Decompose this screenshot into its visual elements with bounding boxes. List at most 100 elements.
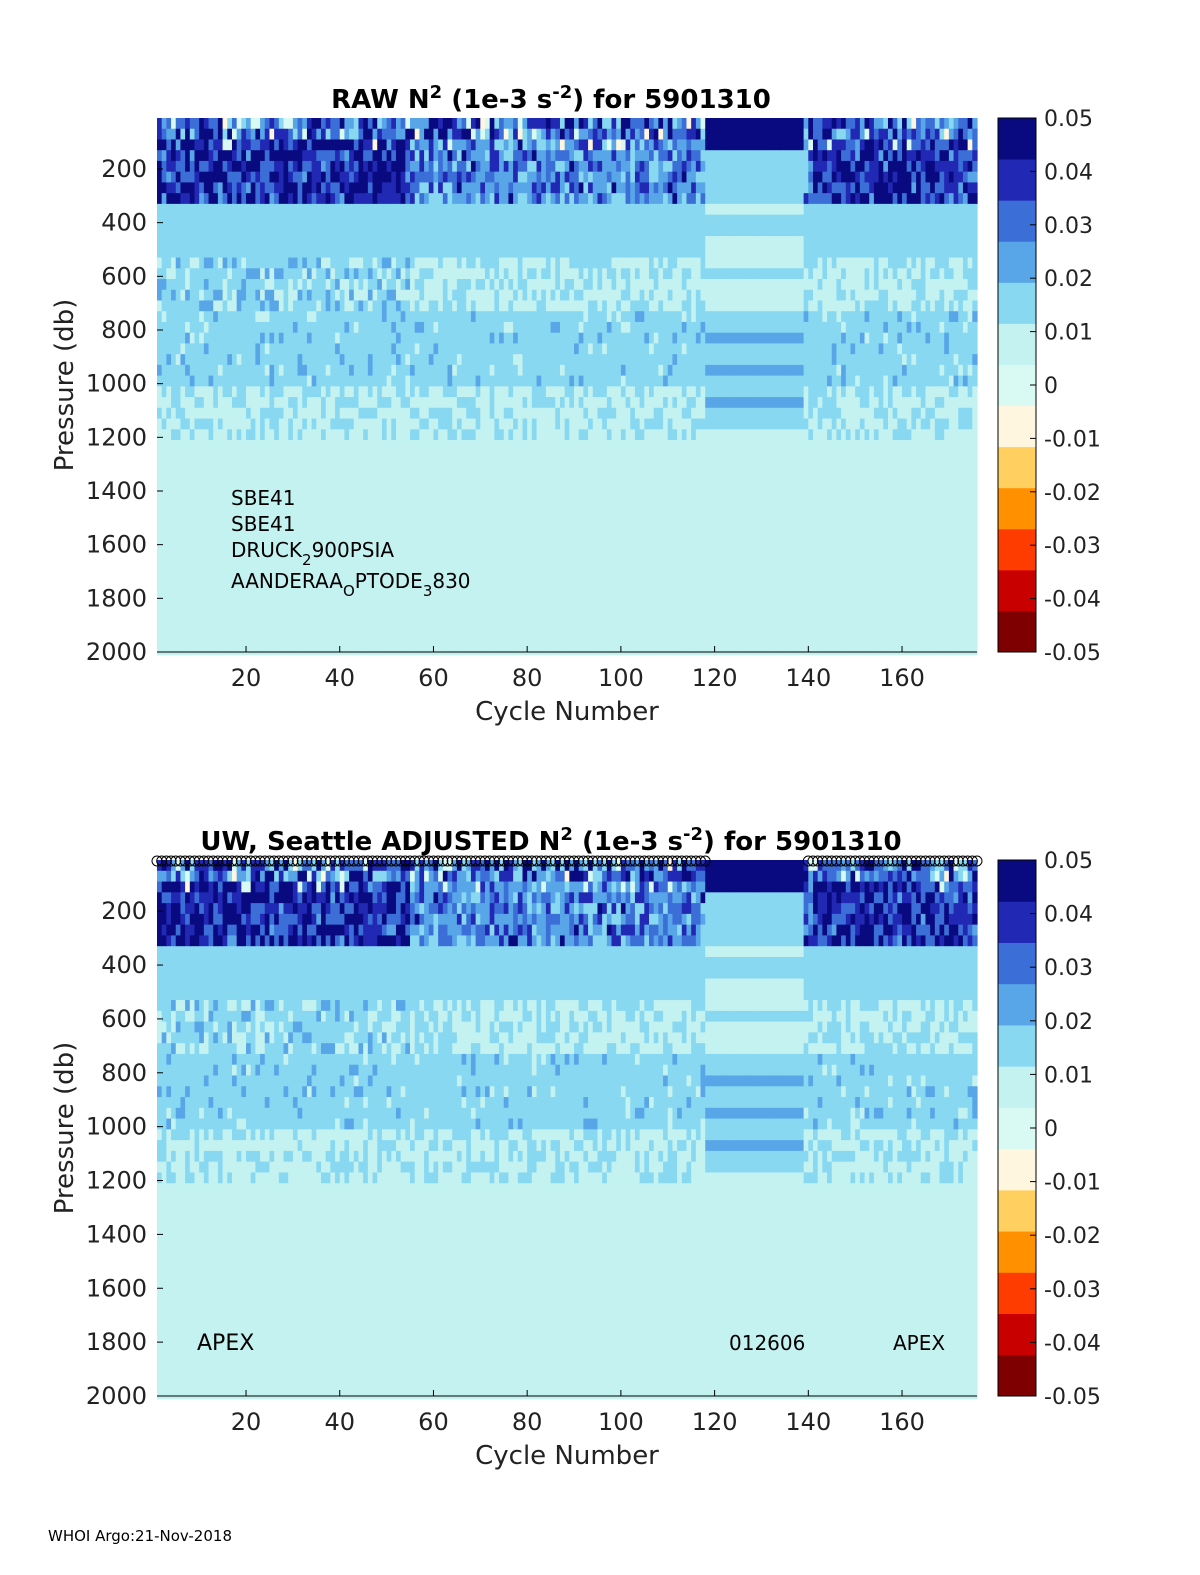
heatmap-cell bbox=[452, 182, 458, 194]
heatmap-cell bbox=[292, 354, 299, 366]
heatmap-cell bbox=[217, 332, 224, 344]
heatmap-cell bbox=[227, 407, 233, 420]
heatmap-cell bbox=[527, 268, 533, 280]
heatmap-cell bbox=[321, 343, 327, 355]
heatmap-cell bbox=[447, 461, 453, 473]
heatmap-cell bbox=[400, 375, 406, 387]
heatmap-cell bbox=[456, 601, 463, 613]
heatmap-cell bbox=[180, 139, 186, 151]
heatmap-cell bbox=[381, 257, 388, 269]
heatmap-cell bbox=[424, 397, 430, 409]
heatmap-cell bbox=[569, 214, 575, 226]
heatmap-cell bbox=[508, 472, 514, 484]
heatmap-cell bbox=[611, 289, 617, 302]
heatmap-cell bbox=[325, 461, 331, 473]
heatmap-cell bbox=[574, 418, 580, 430]
heatmap-cell bbox=[550, 397, 556, 409]
heatmap-cell bbox=[470, 515, 477, 527]
heatmap-cell bbox=[222, 160, 228, 173]
heatmap-cell bbox=[428, 418, 435, 430]
heatmap-cell bbox=[386, 590, 392, 602]
heatmap-cell bbox=[527, 450, 533, 463]
heatmap-cell bbox=[569, 343, 575, 355]
heatmap-cell bbox=[499, 354, 505, 366]
heatmap-cell bbox=[583, 193, 589, 205]
heatmap-cell bbox=[269, 601, 275, 613]
heatmap-cell bbox=[545, 579, 552, 591]
heatmap-cell bbox=[241, 643, 247, 656]
heatmap-cell bbox=[269, 547, 275, 559]
heatmap-cell bbox=[363, 418, 369, 430]
heatmap-cell bbox=[269, 193, 275, 205]
heatmap-cell bbox=[236, 364, 242, 377]
heatmap-cell bbox=[470, 429, 477, 441]
heatmap-cell bbox=[367, 547, 374, 559]
heatmap-cell bbox=[550, 525, 556, 538]
heatmap-cell bbox=[203, 300, 210, 312]
heatmap-cell bbox=[438, 332, 444, 344]
heatmap-cell bbox=[410, 504, 416, 516]
heatmap-cell bbox=[203, 579, 210, 591]
heatmap-cell bbox=[189, 332, 196, 344]
heatmap-cell bbox=[578, 504, 584, 516]
heatmap-cell bbox=[381, 558, 388, 570]
heatmap-cell bbox=[269, 257, 275, 269]
heatmap-cell bbox=[508, 643, 514, 656]
heatmap-cell bbox=[213, 440, 219, 452]
heatmap-cell bbox=[541, 643, 547, 656]
heatmap-cell bbox=[494, 171, 500, 183]
heatmap-cell bbox=[578, 397, 584, 409]
heatmap-cell bbox=[363, 515, 369, 527]
heatmap-cell bbox=[522, 558, 528, 570]
heatmap-cell bbox=[185, 214, 191, 226]
heatmap-cell bbox=[171, 493, 177, 506]
heatmap-cell bbox=[588, 279, 594, 291]
heatmap-cell bbox=[559, 568, 566, 581]
heatmap-cell bbox=[344, 279, 350, 291]
heatmap-cell bbox=[311, 429, 317, 441]
heatmap-cell bbox=[316, 622, 322, 634]
heatmap-cell bbox=[203, 472, 210, 484]
heatmap-cell bbox=[325, 289, 331, 302]
heatmap-cell bbox=[325, 504, 331, 516]
heatmap-cell bbox=[372, 257, 378, 269]
heatmap-cell bbox=[620, 407, 627, 420]
heatmap-cell bbox=[377, 440, 383, 452]
heatmap-cell bbox=[438, 568, 444, 581]
heatmap-cell bbox=[602, 171, 608, 183]
heatmap-cell bbox=[419, 225, 425, 237]
heatmap-cell bbox=[189, 386, 196, 398]
heatmap-cell bbox=[620, 279, 627, 291]
heatmap-cell bbox=[157, 525, 163, 538]
heatmap-cell bbox=[499, 171, 505, 183]
heatmap-cell bbox=[185, 482, 191, 495]
heatmap-cell bbox=[391, 386, 397, 398]
heatmap-cell bbox=[489, 472, 495, 484]
heatmap-cell bbox=[166, 203, 172, 216]
heatmap-cell bbox=[255, 601, 261, 613]
heatmap-cell bbox=[438, 643, 444, 656]
heatmap-cell bbox=[574, 203, 580, 216]
heatmap-cell bbox=[410, 225, 416, 237]
heatmap-cell bbox=[602, 601, 608, 613]
heatmap-cell bbox=[349, 300, 355, 312]
heatmap-cell bbox=[405, 160, 411, 173]
heatmap-cell bbox=[442, 601, 449, 613]
heatmap-cell bbox=[171, 536, 177, 548]
heatmap-cell bbox=[335, 236, 341, 248]
heatmap-cell bbox=[541, 568, 547, 581]
heatmap-cell bbox=[372, 354, 378, 366]
heatmap-cell bbox=[517, 257, 524, 269]
heatmap-cell bbox=[517, 343, 524, 355]
heatmap-cell bbox=[260, 364, 266, 377]
heatmap-cell bbox=[583, 558, 589, 570]
heatmap-cell bbox=[246, 332, 252, 344]
heatmap-cell bbox=[311, 397, 317, 409]
heatmap-cell bbox=[246, 493, 252, 506]
heatmap-cell bbox=[199, 203, 205, 216]
heatmap-cell bbox=[541, 289, 547, 302]
heatmap-cell bbox=[480, 289, 486, 302]
heatmap-cell bbox=[180, 289, 186, 302]
heatmap-cell bbox=[185, 472, 191, 484]
heatmap-cell bbox=[555, 343, 561, 355]
